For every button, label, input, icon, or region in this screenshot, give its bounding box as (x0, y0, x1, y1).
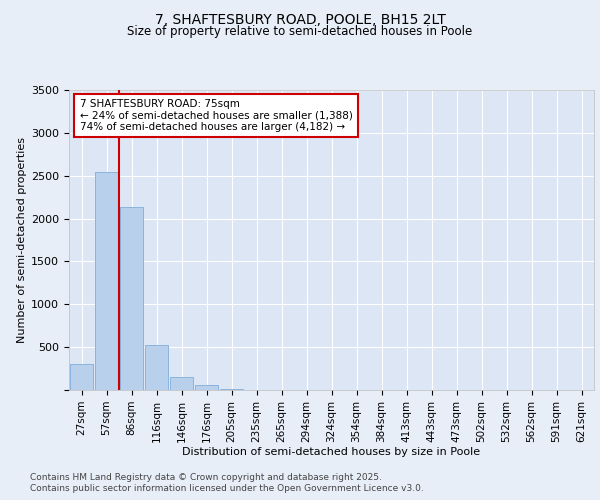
Bar (95, 172, 118, 390)
Text: 7, SHAFTESBURY ROAD, POOLE, BH15 2LT: 7, SHAFTESBURY ROAD, POOLE, BH15 2LT (155, 12, 445, 26)
Text: Size of property relative to semi-detached houses in Poole: Size of property relative to semi-detach… (127, 25, 473, 38)
Bar (195, 385, 218, 390)
Y-axis label: Number of semi-detached properties: Number of semi-detached properties (17, 137, 27, 343)
X-axis label: Distribution of semi-detached houses by size in Poole: Distribution of semi-detached houses by … (182, 448, 481, 458)
Bar (70, 364, 93, 390)
Text: Contains HM Land Registry data © Crown copyright and database right 2025.: Contains HM Land Registry data © Crown c… (30, 472, 382, 482)
Text: 7 SHAFTESBURY ROAD: 75sqm
← 24% of semi-detached houses are smaller (1,388)
74% : 7 SHAFTESBURY ROAD: 75sqm ← 24% of semi-… (79, 99, 352, 132)
Text: Contains public sector information licensed under the Open Government Licence v3: Contains public sector information licen… (30, 484, 424, 493)
Bar (145, 346, 168, 390)
Bar (120, 208, 143, 390)
Bar (220, 388, 243, 390)
Bar (170, 377, 193, 390)
